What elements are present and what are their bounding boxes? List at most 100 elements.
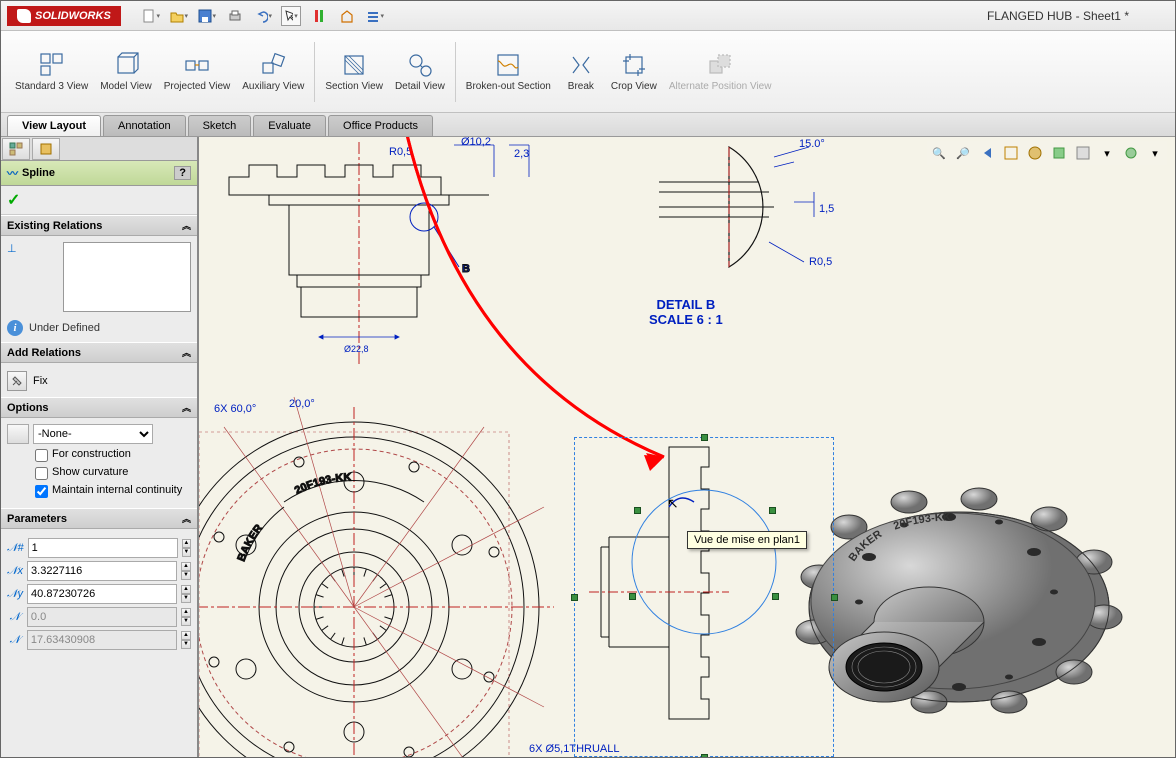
- parameters-body: 𝒩# ▲▼𝒩x ▲▼𝒩y ▲▼𝒩 ▲▼𝒩 ▲▼: [1, 529, 197, 659]
- add-relations-body: Fix: [1, 363, 197, 397]
- param-row: 𝒩 ▲▼: [7, 630, 191, 650]
- selection-handle[interactable]: [571, 594, 578, 601]
- ribbon-label: Crop View: [611, 81, 657, 92]
- param-row: 𝒩x ▲▼: [7, 561, 191, 581]
- dim-text: 2,3: [514, 148, 529, 160]
- tab-sketch[interactable]: Sketch: [188, 115, 252, 136]
- param-spinner: ▲▼: [181, 631, 191, 649]
- ribbon-label: Detail View: [395, 81, 445, 92]
- crop-view-button[interactable]: Crop View: [605, 37, 663, 107]
- title-bar: SOLIDWORKS FLANGED HUB - Sheet1 *: [1, 1, 1175, 31]
- selection-handle[interactable]: [701, 434, 708, 441]
- param-input[interactable]: [27, 561, 177, 581]
- selection-handle[interactable]: [701, 754, 708, 757]
- print-button[interactable]: [225, 6, 245, 26]
- model-view-button[interactable]: Model View: [94, 37, 158, 107]
- options-body: -None- For construction Show curvature M…: [1, 418, 197, 508]
- relation-icon: ⊥: [7, 242, 29, 312]
- maintain-continuity-checkbox[interactable]: Maintain internal continuity: [35, 484, 191, 498]
- param-spinner[interactable]: ▲▼: [181, 562, 191, 580]
- auxiliary-view-button[interactable]: Auxiliary View: [236, 37, 310, 107]
- rebuild-button[interactable]: [309, 6, 329, 26]
- view-selection-box[interactable]: [574, 437, 834, 757]
- param-input[interactable]: [27, 584, 177, 604]
- chevron-up-icon: ︽: [182, 219, 191, 232]
- ribbon-separator: [455, 42, 456, 102]
- broken-out-section-button[interactable]: Broken-out Section: [460, 37, 557, 107]
- property-title-text: Spline: [22, 167, 55, 179]
- fix-button[interactable]: Fix: [7, 371, 191, 391]
- param-row: 𝒩 ▲▼: [7, 607, 191, 627]
- app-name: SOLIDWORKS: [35, 10, 111, 22]
- param-icon: 𝒩#: [7, 542, 24, 555]
- for-construction-checkbox[interactable]: For construction: [35, 448, 191, 462]
- dim-text: Ø10,2: [461, 137, 491, 148]
- fix-icon: [7, 371, 27, 391]
- options-button[interactable]: [337, 6, 357, 26]
- selection-handle[interactable]: [772, 593, 779, 600]
- ribbon-label: Projected View: [164, 81, 231, 92]
- ribbon-label: Section View: [325, 81, 383, 92]
- break-button[interactable]: Break: [557, 37, 605, 107]
- selection-handle[interactable]: [634, 507, 641, 514]
- tab-annotation[interactable]: Annotation: [103, 115, 186, 136]
- drawing-canvas[interactable]: 🔍 🔎 ▾ ▾ B: [199, 137, 1175, 757]
- relations-list[interactable]: [63, 242, 191, 312]
- chevron-up-icon: ︽: [182, 401, 191, 414]
- layer-select[interactable]: -None-: [33, 424, 153, 444]
- open-button[interactable]: [169, 6, 189, 26]
- chevron-up-icon: ︽: [182, 512, 191, 525]
- side-tabs: [1, 137, 197, 161]
- selection-handle[interactable]: [629, 593, 636, 600]
- svg-text:BAKER: BAKER: [236, 522, 266, 563]
- quick-access-toolbar: [141, 6, 385, 26]
- ribbon-label: Alternate Position View: [669, 81, 772, 92]
- document-title: FLANGED HUB - Sheet1 *: [987, 9, 1169, 23]
- undo-button[interactable]: [253, 6, 273, 26]
- chevron-up-icon: ︽: [182, 346, 191, 359]
- svg-text:B: B: [462, 263, 470, 275]
- param-row: 𝒩# ▲▼: [7, 538, 191, 558]
- section-label: Parameters: [7, 513, 67, 525]
- property-tab[interactable]: [32, 138, 60, 160]
- settings-button[interactable]: [365, 6, 385, 26]
- param-input[interactable]: [28, 538, 178, 558]
- property-manager: 〰 Spline ? ✓ Existing Relations︽ ⊥ iUnde…: [1, 137, 199, 757]
- fix-label: Fix: [33, 375, 48, 387]
- selection-handle[interactable]: [831, 594, 838, 601]
- dim-text: R0,5: [809, 256, 832, 268]
- checkbox-label: Show curvature: [52, 466, 128, 478]
- param-row: 𝒩y ▲▼: [7, 584, 191, 604]
- detail-view-button[interactable]: Detail View: [389, 37, 451, 107]
- selection-handle[interactable]: [769, 507, 776, 514]
- ribbon-separator: [314, 42, 315, 102]
- section-view-button[interactable]: Section View: [319, 37, 389, 107]
- tab-office-products[interactable]: Office Products: [328, 115, 433, 136]
- help-button[interactable]: ?: [174, 166, 191, 180]
- tab-view-layout[interactable]: View Layout: [7, 115, 101, 136]
- layer-icon: [7, 424, 29, 444]
- tab-evaluate[interactable]: Evaluate: [253, 115, 326, 136]
- parameters-header[interactable]: Parameters ︽: [1, 508, 197, 529]
- options-header[interactable]: Options ︽: [1, 397, 197, 418]
- feature-tree-tab[interactable]: [2, 138, 30, 160]
- section-label: Options: [7, 402, 49, 414]
- add-relations-header[interactable]: Add Relations︽: [1, 342, 197, 363]
- projected-view-button[interactable]: Projected View: [158, 37, 237, 107]
- param-spinner[interactable]: ▲▼: [181, 585, 191, 603]
- tab-strip: View Layout Annotation Sketch Evaluate O…: [1, 113, 1175, 137]
- ok-button[interactable]: ✓: [7, 192, 20, 209]
- param-spinner[interactable]: ▲▼: [182, 539, 191, 557]
- show-curvature-checkbox[interactable]: Show curvature: [35, 466, 191, 480]
- standard-3-view-button[interactable]: Standard 3 View: [9, 37, 94, 107]
- save-button[interactable]: [197, 6, 217, 26]
- param-icon: 𝒩x: [7, 565, 23, 578]
- section-label: Existing Relations: [7, 220, 102, 232]
- ribbon-label: Standard 3 View: [15, 81, 88, 92]
- existing-relations-header[interactable]: Existing Relations ︽: [1, 215, 197, 236]
- new-button[interactable]: [141, 6, 161, 26]
- select-button[interactable]: [281, 6, 301, 26]
- ribbon: Standard 3 View Model View Projected Vie…: [1, 31, 1175, 113]
- existing-relations-body: ⊥ iUnder Defined: [1, 236, 197, 342]
- checkbox-label: For construction: [52, 448, 131, 460]
